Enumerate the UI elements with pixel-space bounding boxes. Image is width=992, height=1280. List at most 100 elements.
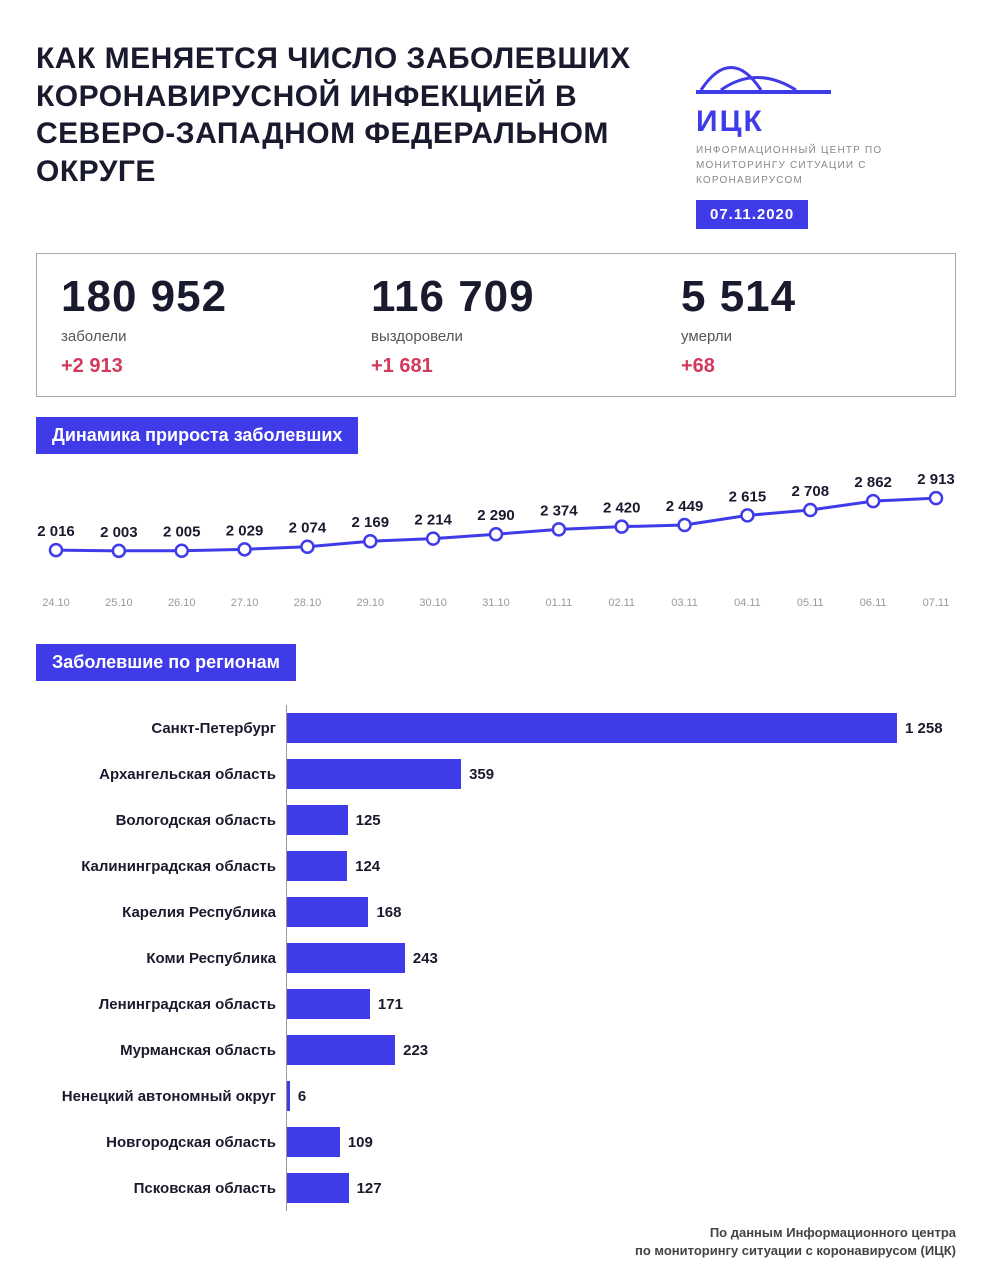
- bar-track: 125: [286, 797, 956, 843]
- bar-fill: [287, 1035, 395, 1065]
- stat-deaths-label: умерли: [681, 328, 931, 345]
- line-date-label: 04.11: [734, 597, 761, 609]
- stats-box: 180 952 заболели +2 913 116 709 выздоров…: [36, 253, 956, 397]
- bar-region-label: Карелия Республика: [36, 904, 286, 921]
- line-value-label: 2 214: [414, 512, 452, 529]
- bar-track: 243: [286, 935, 956, 981]
- line-value-label: 2 005: [163, 524, 201, 541]
- bar-track: 223: [286, 1027, 956, 1073]
- line-date-label: 07.11: [923, 597, 950, 609]
- line-date-label: 03.11: [671, 597, 698, 609]
- stat-recovered-label: выздоровели: [371, 328, 621, 345]
- bar-value-label: 6: [298, 1088, 306, 1105]
- bar-track: 168: [286, 889, 956, 935]
- bar-value-label: 127: [357, 1180, 382, 1197]
- bar-row: Вологодская область 125: [36, 797, 956, 843]
- stat-infected: 180 952 заболели +2 913: [61, 272, 311, 378]
- line-point: [176, 545, 188, 557]
- bar-fill: [287, 1127, 340, 1157]
- line-point: [679, 519, 691, 531]
- bar-row: Мурманская область223: [36, 1027, 956, 1073]
- bar-track: 124: [286, 843, 956, 889]
- line-date-label: 26.10: [168, 597, 196, 609]
- bar-value-label: 168: [376, 904, 401, 921]
- bar-region-label: Новгородская область: [36, 1134, 286, 1151]
- line-chart: 2 016 24.10 2 003 25.10 2 005 26.10 2 029 27.10…: [36, 466, 956, 616]
- page-title: КАК МЕНЯЕТСЯ ЧИСЛО ЗАБОЛЕВШИХ КОРОНАВИРУ…: [36, 40, 656, 190]
- bar-row: Санкт-Петербург 1 258: [36, 705, 956, 751]
- bar-value-label: 223: [403, 1042, 428, 1059]
- bar-track: 109: [286, 1119, 956, 1165]
- line-value-label: 2 016: [37, 523, 75, 540]
- line-point: [490, 528, 502, 540]
- line-point: [741, 509, 753, 521]
- bar-fill: [287, 851, 347, 881]
- line-value-label: 2 708: [792, 483, 830, 500]
- bar-value-label: 125: [356, 812, 381, 829]
- bar-row: Калининградская область 124: [36, 843, 956, 889]
- stat-infected-label: заболели: [61, 328, 311, 345]
- line-value-label: 2 862: [854, 474, 892, 491]
- bar-track: 171: [286, 981, 956, 1027]
- bar-fill: [287, 897, 368, 927]
- bar-region-label: Ненецкий автономный округ: [36, 1088, 286, 1105]
- line-date-label: 29.10: [357, 597, 385, 609]
- bar-fill: [287, 713, 897, 743]
- bar-fill: [287, 943, 405, 973]
- line-value-label: 2 003: [100, 524, 138, 541]
- bar-region-label: Калининградская область: [36, 858, 286, 875]
- stat-infected-delta: +2 913: [61, 355, 311, 378]
- bar-region-label: Ленинградская область: [36, 996, 286, 1013]
- logo-block: ИЦК ИНФОРМАЦИОННЫЙ ЦЕНТР ПО МОНИТОРИНГУ …: [696, 40, 956, 229]
- line-point: [867, 495, 879, 507]
- line-point: [553, 523, 565, 535]
- line-point: [804, 504, 816, 516]
- bar-region-label: Коми Республика: [36, 950, 286, 967]
- line-chart-svg: 2 016 24.10 2 003 25.10 2 005 26.10 2 029 27.10…: [36, 466, 956, 616]
- bar-row: Ленинградская область171: [36, 981, 956, 1027]
- bar-row: Карелия Республика 168: [36, 889, 956, 935]
- line-date-label: 25.10: [105, 597, 133, 609]
- line-point: [616, 521, 628, 533]
- line-value-label: 2 074: [289, 520, 327, 537]
- bar-fill: [287, 805, 348, 835]
- bar-row: Архангельская область359: [36, 751, 956, 797]
- bar-row: Новгородская область109: [36, 1119, 956, 1165]
- bar-region-label: Псковская область: [36, 1180, 286, 1197]
- line-date-label: 28.10: [294, 597, 322, 609]
- footer-line1: По данным Информационного центра: [635, 1224, 956, 1242]
- line-value-label: 2 615: [729, 488, 767, 505]
- logo-subtitle: ИНФОРМАЦИОННЫЙ ЦЕНТР ПО МОНИТОРИНГУ СИТУ…: [696, 143, 956, 188]
- line-point: [239, 543, 251, 555]
- line-date-label: 30.10: [419, 597, 447, 609]
- logo-chart-icon: [696, 40, 836, 100]
- line-value-label: 2 913: [917, 471, 955, 488]
- bar-track: 127: [286, 1165, 956, 1211]
- bar-row: Ненецкий автономный округ 6: [36, 1073, 956, 1119]
- bar-region-label: Санкт-Петербург: [36, 720, 286, 737]
- bar-value-label: 1 258: [905, 720, 943, 737]
- bar-value-label: 124: [355, 858, 380, 875]
- bar-value-label: 243: [413, 950, 438, 967]
- stat-infected-value: 180 952: [61, 272, 311, 322]
- stat-deaths-delta: +68: [681, 355, 931, 378]
- stat-recovered-value: 116 709: [371, 272, 621, 322]
- date-badge: 07.11.2020: [696, 200, 808, 229]
- stat-recovered: 116 709 выздоровели +1 681: [371, 272, 621, 378]
- bar-region-label: Вологодская область: [36, 812, 286, 829]
- line-value-label: 2 169: [352, 514, 390, 531]
- line-point: [427, 533, 439, 545]
- line-date-label: 24.10: [42, 597, 70, 609]
- line-date-label: 05.11: [797, 597, 824, 609]
- line-point: [930, 492, 942, 504]
- line-value-label: 2 420: [603, 500, 641, 517]
- line-value-label: 2 029: [226, 522, 264, 539]
- footer-line2: по мониторингу ситуации с коронавирусом …: [635, 1242, 956, 1260]
- bar-track: 359: [286, 751, 956, 797]
- stat-recovered-delta: +1 681: [371, 355, 621, 378]
- line-point: [50, 544, 62, 556]
- bar-row: Псковская область 127: [36, 1165, 956, 1211]
- line-value-label: 2 290: [477, 507, 515, 524]
- line-date-label: 27.10: [231, 597, 259, 609]
- bar-fill: [287, 1173, 349, 1203]
